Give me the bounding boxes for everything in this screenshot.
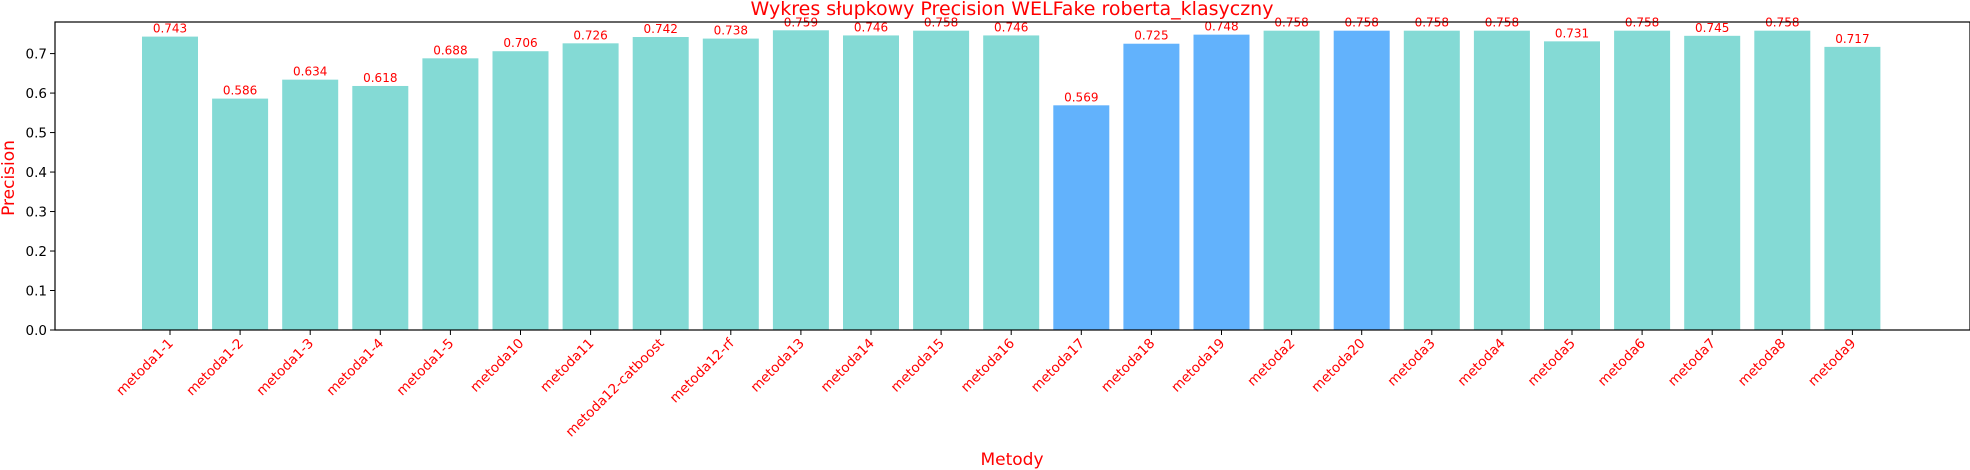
bar-value-label: 0.758 bbox=[924, 16, 958, 30]
bar-value-label: 0.726 bbox=[573, 28, 607, 42]
bar bbox=[1684, 35, 1741, 330]
bar-value-label: 0.746 bbox=[994, 20, 1028, 34]
bar-value-label: 0.743 bbox=[153, 22, 187, 36]
bar bbox=[1403, 30, 1460, 330]
bar bbox=[352, 85, 409, 330]
bar-value-label: 0.746 bbox=[854, 20, 888, 34]
bar-value-label: 0.758 bbox=[1274, 16, 1308, 30]
bar-value-label: 0.758 bbox=[1415, 16, 1449, 30]
y-tick-label: 0.6 bbox=[26, 86, 47, 102]
x-tick-label: metoda14 bbox=[818, 336, 878, 396]
y-tick-label: 0.3 bbox=[26, 205, 47, 221]
bar bbox=[1123, 43, 1180, 330]
x-tick-label: metoda1-2 bbox=[183, 336, 247, 400]
bar-value-label: 0.758 bbox=[1345, 16, 1379, 30]
bar bbox=[1193, 34, 1250, 331]
x-tick-label: metoda6 bbox=[1595, 336, 1649, 390]
x-tick-label: metoda1-1 bbox=[113, 336, 177, 400]
y-tick-label: 0.0 bbox=[26, 323, 47, 339]
x-axis-label: Metody bbox=[980, 450, 1043, 470]
x-tick-label: metoda13 bbox=[748, 336, 808, 396]
y-tick-label: 0.1 bbox=[26, 284, 47, 300]
x-tick-label: metoda12-rf bbox=[667, 335, 739, 407]
x-tick-label: metoda8 bbox=[1735, 336, 1789, 390]
bar-value-label: 0.706 bbox=[503, 36, 537, 50]
bar-value-label: 0.634 bbox=[293, 65, 327, 79]
chart-title: Wykres słupkowy Precision WELFake robert… bbox=[751, 0, 1274, 20]
x-tick-label: metoda2 bbox=[1244, 336, 1298, 390]
bar-value-label: 0.618 bbox=[363, 71, 397, 85]
x-tick-label: metoda1-5 bbox=[394, 336, 458, 400]
bar bbox=[1473, 30, 1530, 330]
y-axis-label: Precision bbox=[0, 140, 19, 216]
bar-value-label: 0.725 bbox=[1134, 29, 1168, 43]
bar-value-label: 0.758 bbox=[1625, 16, 1659, 30]
bar-value-label: 0.731 bbox=[1555, 26, 1589, 40]
bar-value-label: 0.688 bbox=[433, 43, 467, 57]
x-tick-label: metoda5 bbox=[1525, 336, 1579, 390]
x-tick-label: metoda9 bbox=[1805, 336, 1859, 390]
x-axis-ticks: metoda1-1 metoda1-2 metoda1-3 metoda1-4 meto… bbox=[113, 330, 1859, 440]
bar bbox=[212, 98, 269, 330]
x-tick-label: metoda20 bbox=[1308, 336, 1368, 396]
bar bbox=[983, 35, 1040, 331]
bar bbox=[772, 30, 829, 331]
bar-value-label: 0.748 bbox=[1204, 20, 1238, 34]
bar bbox=[702, 38, 759, 330]
bar bbox=[1754, 30, 1811, 330]
bar bbox=[1263, 30, 1320, 330]
x-tick-label: metoda10 bbox=[467, 336, 527, 396]
y-tick-label: 0.5 bbox=[26, 126, 47, 142]
bar bbox=[562, 43, 619, 330]
x-tick-label: metoda4 bbox=[1455, 336, 1509, 390]
bar bbox=[1333, 30, 1390, 330]
x-tick-label: metoda15 bbox=[888, 336, 948, 396]
x-tick-label: metoda3 bbox=[1385, 336, 1439, 390]
x-tick-label: metoda11 bbox=[537, 336, 597, 396]
bar-value-label: 0.738 bbox=[714, 24, 748, 38]
bar bbox=[632, 37, 689, 330]
x-tick-label: metoda7 bbox=[1665, 336, 1719, 390]
bar bbox=[1053, 105, 1110, 330]
x-tick-label: metoda17 bbox=[1028, 336, 1088, 396]
bar bbox=[1824, 46, 1881, 330]
x-tick-label: metoda19 bbox=[1168, 336, 1228, 396]
bar-value-label: 0.758 bbox=[1765, 16, 1799, 30]
bar bbox=[913, 30, 970, 330]
bar bbox=[843, 35, 899, 331]
x-tick-label: metoda1-4 bbox=[324, 336, 388, 400]
y-tick-label: 0.2 bbox=[26, 244, 47, 260]
bar-value-label: 0.745 bbox=[1695, 21, 1729, 35]
x-tick-label: metoda1-3 bbox=[253, 336, 317, 400]
bar-value-label: 0.742 bbox=[644, 22, 678, 36]
bar bbox=[422, 58, 479, 330]
bar bbox=[1614, 30, 1671, 330]
bars-group bbox=[142, 30, 1881, 331]
bar bbox=[142, 36, 198, 330]
bar-value-label: 0.717 bbox=[1835, 32, 1869, 46]
bar-value-label: 0.569 bbox=[1064, 90, 1098, 104]
bar bbox=[282, 79, 339, 331]
y-axis-ticks: 0.0 0.1 0.2 0.3 0.4 0.5 0.6 0.7 bbox=[26, 47, 55, 339]
bar-value-label: 0.586 bbox=[223, 84, 257, 98]
bar bbox=[1544, 41, 1600, 330]
y-tick-label: 0.4 bbox=[26, 165, 47, 181]
bar bbox=[492, 51, 549, 330]
plot-frame bbox=[54, 21, 1970, 331]
bar-value-label: 0.758 bbox=[1485, 16, 1519, 30]
y-tick-label: 0.7 bbox=[26, 47, 47, 63]
value-labels-group: 0.743 0.586 0.634 0.618 0.688 0.706 0.726 0.742… bbox=[153, 15, 1870, 104]
x-tick-label: metoda16 bbox=[958, 336, 1018, 396]
x-tick-label: metoda18 bbox=[1098, 336, 1158, 396]
